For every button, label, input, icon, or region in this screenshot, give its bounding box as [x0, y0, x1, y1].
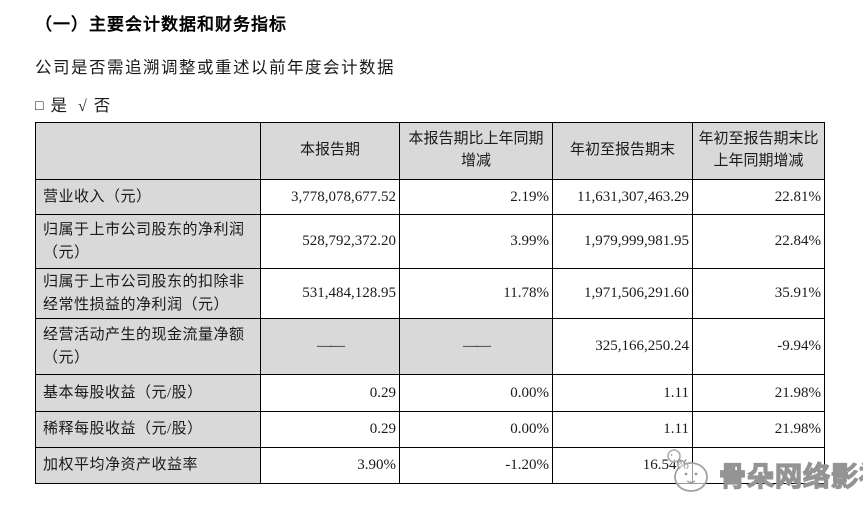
current-vs-prior-cell: 2.19%: [399, 179, 553, 215]
ytd-cell: 1,979,999,981.95: [552, 214, 693, 269]
current-period-cell: 531,484,128.95: [260, 268, 400, 319]
table-row: 经营活动产生的现金流量净额（元） —— —— 325,166,250.24 -9…: [35, 318, 825, 375]
current-period-cell: ——: [260, 318, 400, 375]
ytd-vs-prior-cell: 22.81%: [692, 179, 825, 215]
current-period-cell: 0.29: [260, 374, 400, 412]
ytd-vs-prior-cell: 35.91%: [692, 268, 825, 319]
ytd-vs-prior-cell: 21.98%: [692, 374, 825, 412]
ytd-cell: 1.11: [552, 374, 693, 412]
no-label: 否: [93, 96, 112, 115]
row-label-cell: 加权平均净资产收益率: [35, 447, 261, 484]
current-period-cell: 0.29: [260, 411, 400, 448]
current-vs-prior-cell: -1.20%: [399, 447, 553, 484]
current-vs-prior-cell: ——: [399, 318, 553, 375]
ytd-vs-prior-cell: [692, 447, 825, 484]
yes-label: 是: [50, 96, 68, 115]
row-label-cell: 基本每股收益（元/股）: [35, 374, 261, 412]
section-title: （一）主要会计数据和财务指标: [35, 15, 287, 34]
row-label-cell: 归属于上市公司股东的净利润（元）: [35, 214, 261, 269]
ytd-cell: 1.11: [552, 411, 693, 448]
ytd-cell: 16.54%: [552, 447, 693, 484]
ytd-vs-prior-cell: 21.98%: [692, 411, 825, 448]
table-row: 加权平均净资产收益率 3.90% -1.20% 16.54%: [35, 447, 825, 484]
table-row: 归属于上市公司股东的扣除非经常性损益的净利润（元） 531,484,128.95…: [35, 268, 825, 319]
current-vs-prior-cell: 11.78%: [399, 268, 553, 319]
financial-indicators-table: 本报告期 本报告期比上年同期增减 年初至报告期末 年初至报告期末比上年同期增减 …: [35, 122, 825, 484]
table-row: 基本每股收益（元/股） 0.29 0.00% 1.11 21.98%: [35, 374, 825, 412]
header-blank-cell: [35, 122, 261, 180]
table-row: 稀释每股收益（元/股） 0.29 0.00% 1.11 21.98%: [35, 411, 825, 448]
header-ytd: 年初至报告期末: [552, 122, 693, 180]
restatement-question: 公司是否需追溯调整或重述以前年度会计数据: [35, 58, 395, 77]
ytd-vs-prior-cell: 22.84%: [692, 214, 825, 269]
header-current-period: 本报告期: [260, 122, 400, 180]
current-vs-prior-cell: 0.00%: [399, 411, 553, 448]
row-label-cell: 经营活动产生的现金流量净额（元）: [35, 318, 261, 375]
row-label-cell: 稀释每股收益（元/股）: [35, 411, 261, 448]
restatement-answer-line: □ 是 √ 否: [35, 92, 121, 116]
row-label-cell: 营业收入（元）: [35, 179, 261, 215]
ytd-cell: 1,971,506,291.60: [552, 268, 693, 319]
ytd-cell: 11,631,307,463.29: [552, 179, 693, 215]
current-vs-prior-cell: 0.00%: [399, 374, 553, 412]
table-row: 归属于上市公司股东的净利润（元） 528,792,372.20 3.99% 1,…: [35, 214, 825, 269]
header-ytd-vs-prior: 年初至报告期末比上年同期增减: [692, 122, 825, 180]
checkmark-icon: √: [77, 98, 87, 115]
ytd-cell: 325,166,250.24: [552, 318, 693, 375]
row-label-cell: 归属于上市公司股东的扣除非经常性损益的净利润（元）: [35, 268, 261, 319]
header-current-vs-prior: 本报告期比上年同期增减: [399, 122, 553, 180]
current-period-cell: 528,792,372.20: [260, 214, 400, 269]
table-header-row: 本报告期 本报告期比上年同期增减 年初至报告期末 年初至报告期末比上年同期增减: [35, 122, 825, 180]
ytd-vs-prior-cell: -9.94%: [692, 318, 825, 375]
unchecked-checkbox-icon: □: [35, 99, 44, 114]
current-period-cell: 3.90%: [260, 447, 400, 484]
current-period-cell: 3,778,078,677.52: [260, 179, 400, 215]
current-vs-prior-cell: 3.99%: [399, 214, 553, 269]
table-row: 营业收入（元） 3,778,078,677.52 2.19% 11,631,30…: [35, 179, 825, 215]
